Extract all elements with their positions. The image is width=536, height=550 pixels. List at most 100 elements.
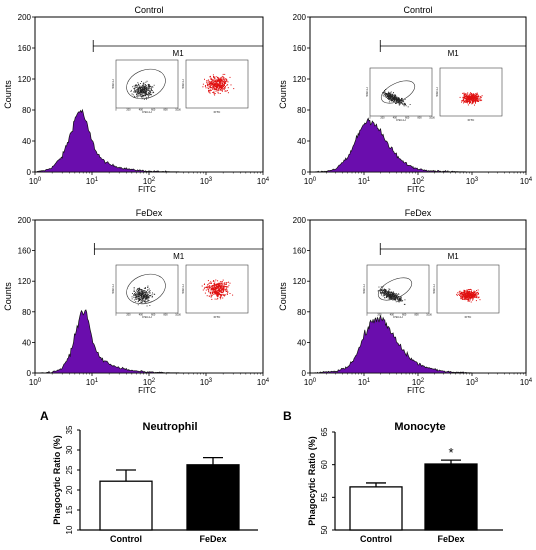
scatter-dot [389, 295, 390, 297]
fitc-dot [474, 96, 475, 97]
scatter-dot [384, 290, 386, 291]
x-tick-label: 101 [358, 378, 371, 387]
fitc-dot [456, 294, 458, 296]
scatter-dot [139, 289, 141, 291]
scatter-dot [137, 95, 139, 97]
scatter-dot [135, 301, 137, 303]
scatter-dot [144, 296, 146, 298]
scatter-dot [390, 97, 392, 99]
fitc-dot [219, 290, 220, 292]
fitc-dot [215, 84, 217, 86]
scatter-dot [141, 86, 143, 88]
scatter-dot [148, 85, 150, 87]
fitc-dot [222, 290, 224, 291]
fitc-dot [464, 290, 466, 292]
scatter-dot [382, 295, 384, 297]
fitc-dot [203, 284, 205, 285]
fitc-dot [463, 289, 465, 291]
fitc-dot [465, 294, 467, 296]
scatter-dot [387, 97, 389, 99]
scatter-dot [143, 287, 145, 289]
scatter-dot [388, 91, 389, 93]
fitc-dot [217, 92, 219, 94]
gate-label: M1 [173, 49, 185, 58]
fitc-dot [208, 83, 210, 85]
fitc-dot [219, 78, 221, 80]
fitc-dot [211, 82, 213, 83]
fitc-dot [209, 90, 211, 92]
fitc-dot [473, 290, 475, 292]
fitc-dot [215, 80, 217, 82]
scatter-dot [404, 104, 406, 106]
scatter-dot [144, 295, 145, 297]
scatter-dot [398, 98, 399, 100]
fitc-dot [221, 90, 223, 92]
scatter-dot [144, 92, 146, 94]
y-axis-label: Counts [278, 282, 288, 311]
scatter-dot [132, 293, 133, 294]
scatter-dot [392, 298, 394, 300]
fitc-dot [211, 295, 213, 297]
scatter-dot [140, 90, 142, 92]
fitc-dot [462, 99, 464, 101]
fitc-dot [214, 84, 216, 86]
scatter-dot [404, 99, 406, 100]
fitc-dot [466, 98, 468, 100]
fitc-dot [207, 287, 208, 289]
scatter-dot [138, 293, 140, 295]
fitc-dot [204, 78, 205, 80]
scatter-dot [141, 85, 143, 87]
fitc-dot [219, 291, 221, 293]
fitc-dot [209, 286, 211, 288]
fitc-dot [463, 99, 465, 101]
scatter-dot [150, 89, 152, 91]
scatter-dot [393, 99, 395, 101]
fitc-dot [210, 77, 212, 79]
fitc-dot [224, 286, 226, 288]
fitc-dot [207, 285, 209, 287]
fitc-dot [218, 290, 220, 292]
x-tick-base: 10 [466, 378, 475, 387]
fitc-dot [213, 76, 215, 78]
scatter-dot [397, 99, 399, 101]
scatter-dot [392, 93, 394, 95]
scatter-dot [135, 91, 137, 92]
scatter-dot [132, 94, 134, 96]
fitc-dot [218, 291, 220, 293]
scatter-dot [398, 104, 400, 106]
fitc-dot [462, 96, 464, 98]
fitc-dot [466, 291, 468, 293]
fitc-dot [218, 80, 220, 81]
scatter-dot [398, 301, 400, 303]
fitc-dot [219, 82, 220, 83]
scatter-dot [146, 91, 147, 92]
fitc-dot [227, 291, 229, 293]
fitc-dot [215, 285, 217, 287]
inset-x-label: FITC [468, 118, 475, 122]
scatter-dot [391, 99, 393, 101]
fitc-dot [471, 292, 473, 293]
scatter-dot [388, 96, 390, 98]
fitc-dot [220, 84, 222, 86]
fitc-dot [220, 298, 222, 300]
fitc-dot [463, 98, 465, 100]
fitc-dot [477, 100, 479, 102]
fitc-dot [217, 287, 219, 289]
scatter-dot [140, 289, 142, 290]
scatter-dot [403, 104, 405, 106]
x-tick-exponent: 3 [475, 378, 479, 384]
scatter-dot [383, 293, 385, 294]
scatter-dot [144, 299, 146, 301]
fitc-dot [467, 295, 469, 297]
scatter-dot [142, 293, 143, 295]
fitc-dot [226, 80, 228, 82]
scatter-dot [136, 87, 138, 88]
scatter-dot [390, 98, 392, 99]
fitc-dot [216, 290, 218, 292]
fitc-dot [476, 294, 478, 295]
scatter-dot [143, 86, 145, 87]
fitc-dot [220, 87, 222, 89]
scatter-dot [133, 88, 135, 90]
scatter-dot [381, 292, 383, 293]
fitc-dot [461, 297, 463, 299]
